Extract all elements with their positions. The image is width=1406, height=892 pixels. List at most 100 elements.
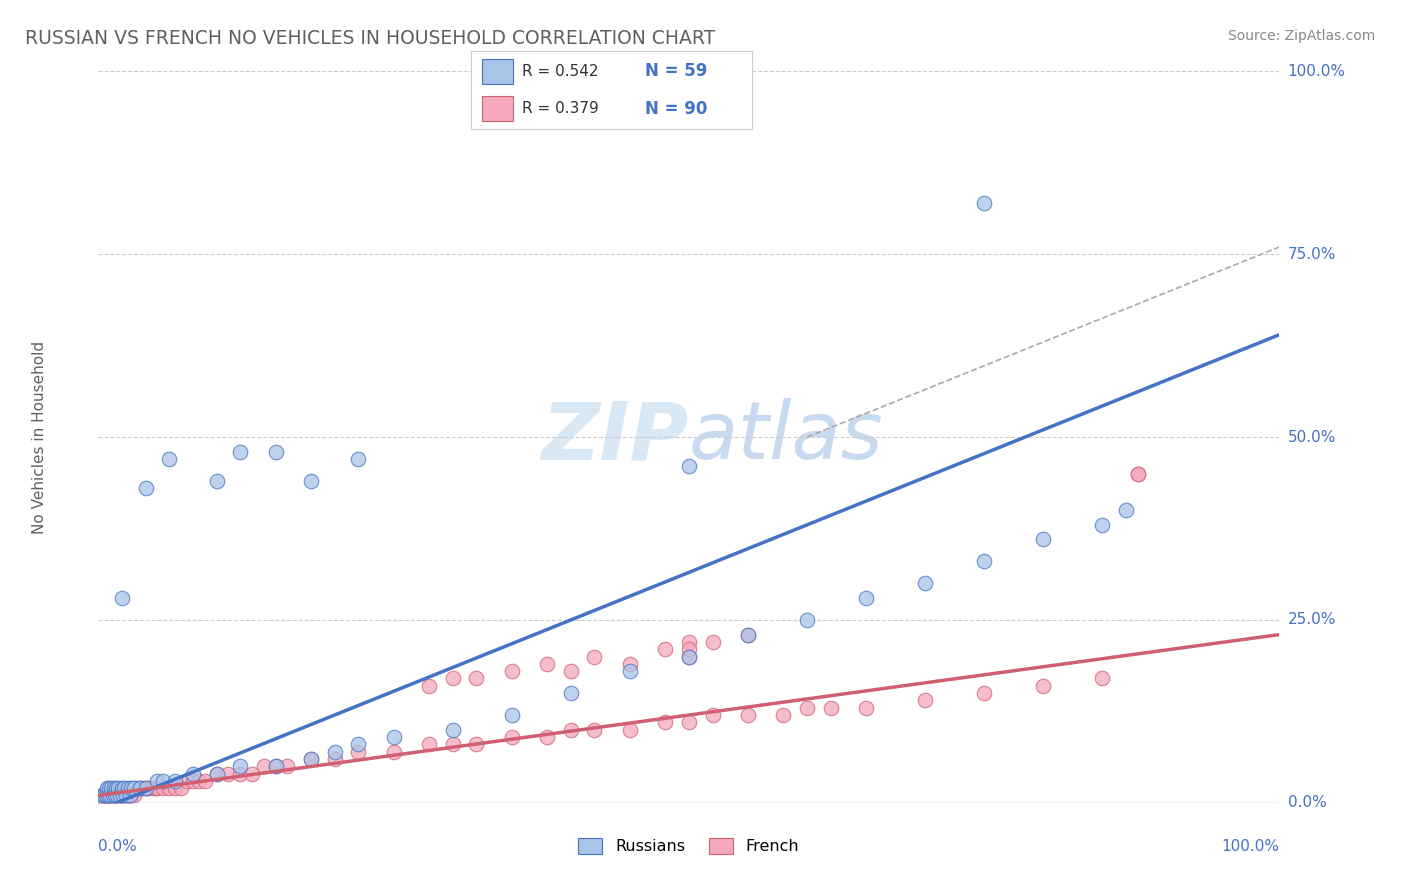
- Point: [973, 686, 995, 700]
- Point: [441, 672, 464, 686]
- Point: [973, 196, 995, 211]
- Point: [347, 745, 370, 759]
- Point: [347, 452, 370, 467]
- Point: [299, 474, 322, 488]
- Point: [1115, 503, 1137, 517]
- Point: [94, 789, 117, 803]
- Point: [105, 781, 128, 796]
- Point: [165, 781, 187, 796]
- Point: [678, 649, 700, 664]
- Point: [112, 789, 135, 803]
- Text: N = 59: N = 59: [645, 62, 707, 80]
- Point: [128, 781, 150, 796]
- Point: [323, 745, 346, 759]
- Point: [128, 781, 150, 796]
- Point: [702, 635, 724, 649]
- Point: [91, 789, 114, 803]
- Point: [678, 635, 700, 649]
- Point: [101, 789, 124, 803]
- Point: [97, 789, 120, 803]
- Point: [135, 481, 157, 495]
- Point: [122, 789, 145, 803]
- Text: Source: ZipAtlas.com: Source: ZipAtlas.com: [1227, 29, 1375, 43]
- Point: [465, 737, 488, 751]
- Text: 100.0%: 100.0%: [1222, 839, 1279, 855]
- Point: [97, 789, 120, 803]
- Point: [1032, 679, 1054, 693]
- Point: [205, 474, 228, 488]
- Point: [264, 444, 287, 458]
- Point: [299, 752, 322, 766]
- Point: [229, 444, 252, 458]
- Point: [112, 789, 135, 803]
- Point: [105, 789, 128, 803]
- Text: 0.0%: 0.0%: [98, 839, 138, 855]
- Point: [108, 789, 131, 803]
- Point: [110, 789, 132, 803]
- Point: [107, 789, 129, 803]
- Point: [115, 789, 138, 803]
- Point: [276, 759, 298, 773]
- Text: 0.0%: 0.0%: [1288, 796, 1326, 810]
- Point: [1126, 467, 1149, 481]
- Point: [112, 789, 135, 803]
- Point: [121, 789, 143, 803]
- Point: [382, 730, 405, 744]
- Point: [217, 766, 239, 780]
- Point: [1126, 467, 1149, 481]
- Point: [181, 773, 204, 788]
- Point: [121, 781, 143, 796]
- Point: [91, 792, 114, 806]
- Point: [98, 789, 121, 803]
- Point: [141, 781, 163, 796]
- Point: [678, 649, 700, 664]
- Point: [441, 737, 464, 751]
- Point: [114, 789, 136, 803]
- Point: [1032, 533, 1054, 547]
- Point: [583, 723, 606, 737]
- Point: [157, 452, 180, 467]
- Point: [120, 789, 142, 803]
- Point: [146, 781, 169, 796]
- Point: [114, 789, 136, 803]
- Point: [93, 789, 115, 803]
- Point: [536, 657, 558, 671]
- Point: [465, 672, 488, 686]
- Point: [240, 766, 263, 780]
- Point: [820, 700, 842, 714]
- Point: [1091, 517, 1114, 532]
- Point: [560, 664, 582, 678]
- Point: [105, 789, 128, 803]
- Point: [111, 591, 134, 605]
- Point: [418, 679, 440, 693]
- Point: [100, 781, 122, 796]
- Legend: Russians, French: Russians, French: [572, 831, 806, 861]
- Point: [205, 766, 228, 780]
- Text: R = 0.542: R = 0.542: [522, 63, 598, 78]
- Point: [143, 781, 166, 796]
- Text: N = 90: N = 90: [645, 100, 707, 118]
- Point: [914, 576, 936, 591]
- Point: [108, 789, 131, 803]
- Point: [654, 642, 676, 657]
- Point: [170, 781, 193, 796]
- Point: [619, 657, 641, 671]
- Point: [103, 789, 125, 803]
- Point: [737, 708, 759, 723]
- Point: [96, 781, 118, 796]
- Point: [152, 773, 174, 788]
- Point: [229, 759, 252, 773]
- Point: [253, 759, 276, 773]
- Point: [702, 708, 724, 723]
- Point: [122, 781, 145, 796]
- Point: [117, 781, 139, 796]
- Point: [176, 773, 198, 788]
- Point: [100, 789, 122, 803]
- Point: [347, 737, 370, 751]
- Point: [560, 723, 582, 737]
- Point: [619, 723, 641, 737]
- Point: [536, 730, 558, 744]
- Point: [132, 781, 155, 796]
- Point: [194, 773, 217, 788]
- Point: [98, 789, 121, 803]
